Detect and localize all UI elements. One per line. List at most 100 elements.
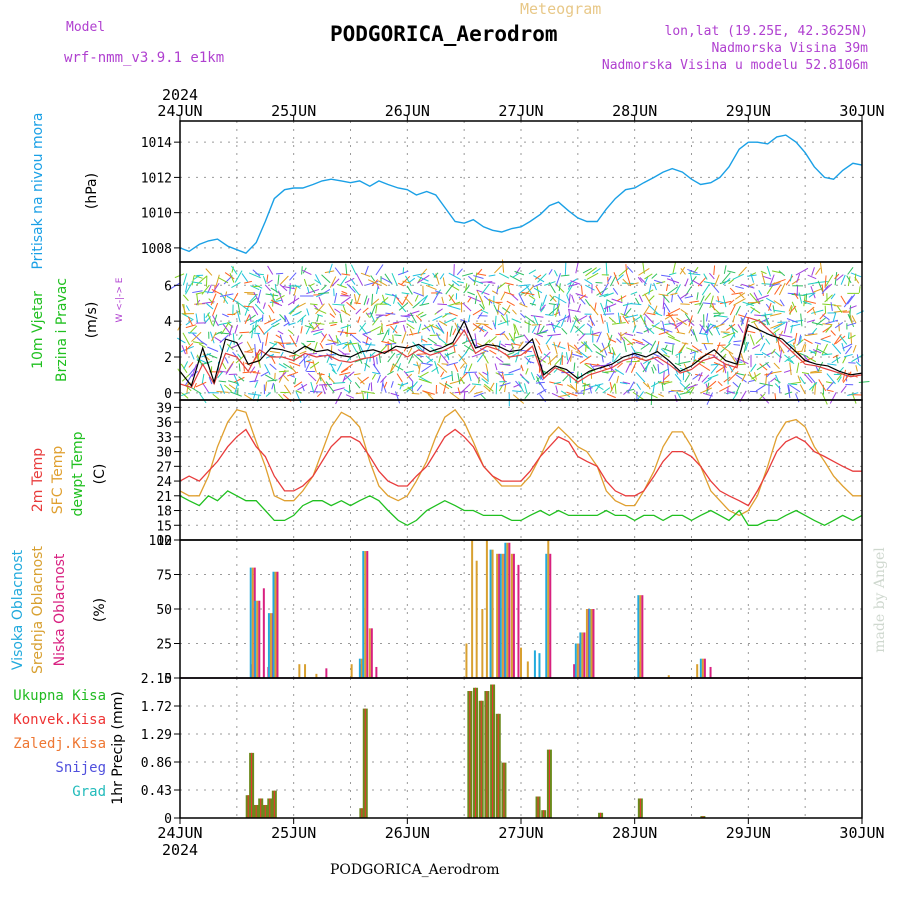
wind-arrow [750,273,755,283]
precip-bar-conv [600,812,602,818]
wind-arrow [336,362,343,372]
wind-arrow [851,315,857,324]
wind-arrow [748,379,755,383]
wind-arrow [355,273,364,286]
wind-arrow [683,383,691,390]
wind-arrow [237,353,242,360]
wind-arrow [492,322,497,330]
wind-arrow [758,289,763,296]
wind-arrow [825,274,834,287]
text-layer: 1008101010121014024612151821242730333639… [10,86,888,859]
wind-arrow [590,383,604,388]
wind-arrow [448,294,456,305]
wind-arrow [367,279,381,286]
wind-arrow [690,329,695,336]
wind-arrow [321,384,326,395]
precip-bar-conv [273,790,275,818]
wind-arrow [343,371,355,381]
wind-arrow [306,360,314,364]
precip-ylabel: 1hr Precip (mm) [110,691,126,804]
wind-arrow [831,343,842,355]
wind-arrow [462,302,472,312]
wind-arrow [626,388,635,392]
wind-arrow [742,301,755,307]
wind-arrow [652,322,660,328]
wind-arrow [791,350,803,353]
cloud-bar-mid [501,553,504,678]
wind-arrow [754,314,766,317]
wind-arrow [847,332,850,339]
wind-arrow [602,387,611,394]
precip-legend-item: Snijeg [55,760,106,776]
x-tick-label-bottom: 28JUN [612,824,657,842]
wind-arrow [196,275,208,286]
wind-arrow [504,373,514,376]
wind-arrow [720,317,729,326]
wind-arrow [406,373,413,379]
wind-arrow [574,325,585,336]
wind-arrow [224,384,233,392]
wind-arrow [339,329,344,336]
wind-arrow [231,310,241,316]
cloud-bar-high [489,549,492,678]
wind-arrow [666,278,680,284]
wind-arrow [642,262,645,274]
wind-arrow [847,322,857,327]
wind-arrow [439,352,449,364]
wind-arrow [413,291,424,297]
wind-arrow [625,363,631,373]
wind-arrow [834,322,844,329]
wind-arrow [842,343,853,349]
wind-arrow [419,302,430,306]
wind-arrow [340,296,351,305]
wind-arrow [327,375,336,385]
wind-arrow [476,273,487,276]
wind-arrow [765,338,771,345]
wind-arrow [344,374,352,383]
wind-arrow [182,273,188,286]
wind-arrow [638,294,643,303]
wind-arrow [315,372,323,385]
wind-arrow [712,323,725,329]
wind-arrow [719,300,732,305]
wind-arrow [345,263,348,276]
wind-arrow [481,352,489,364]
wind-arrow [575,324,585,333]
cloud-bar-high [249,567,252,678]
wind-arrow [740,312,748,325]
wind-arrow [600,314,604,324]
wind-arrow [789,362,792,376]
wind-arrow [341,363,353,373]
wind-arrow [406,323,415,330]
wind-arrow [773,322,786,330]
wind-arrow [426,358,434,364]
wind-arrow [608,316,616,324]
cloud-bar-low [498,553,501,678]
wind-arrow [320,333,328,343]
wind-arrow [417,311,424,316]
wind-arrow [799,336,802,343]
wind-arrow [418,363,421,375]
wind-arrow [743,342,747,353]
wind-arrow [807,373,817,385]
wind-arrow [648,304,659,315]
wind-arrow [738,266,747,276]
wind-arrow [740,353,746,365]
wind-arrow [778,334,793,338]
wind-arrow [488,274,496,277]
wind-arrow [458,354,468,365]
wind-arrow [589,385,592,394]
wind-arrow [436,308,443,314]
wind-arrow [402,280,411,284]
wind-arrow [372,371,380,375]
wind-arrow [553,366,560,373]
wind-arrow [458,372,468,382]
wind-arrow [824,283,833,291]
wind-arrow [195,381,207,388]
y-tick-label: 30 [156,446,172,461]
wind-arrow [435,324,445,334]
wind-arrow [411,392,420,395]
wind-arrow [469,385,476,393]
wind-arrow [805,333,818,337]
wind-arrow [589,304,599,316]
